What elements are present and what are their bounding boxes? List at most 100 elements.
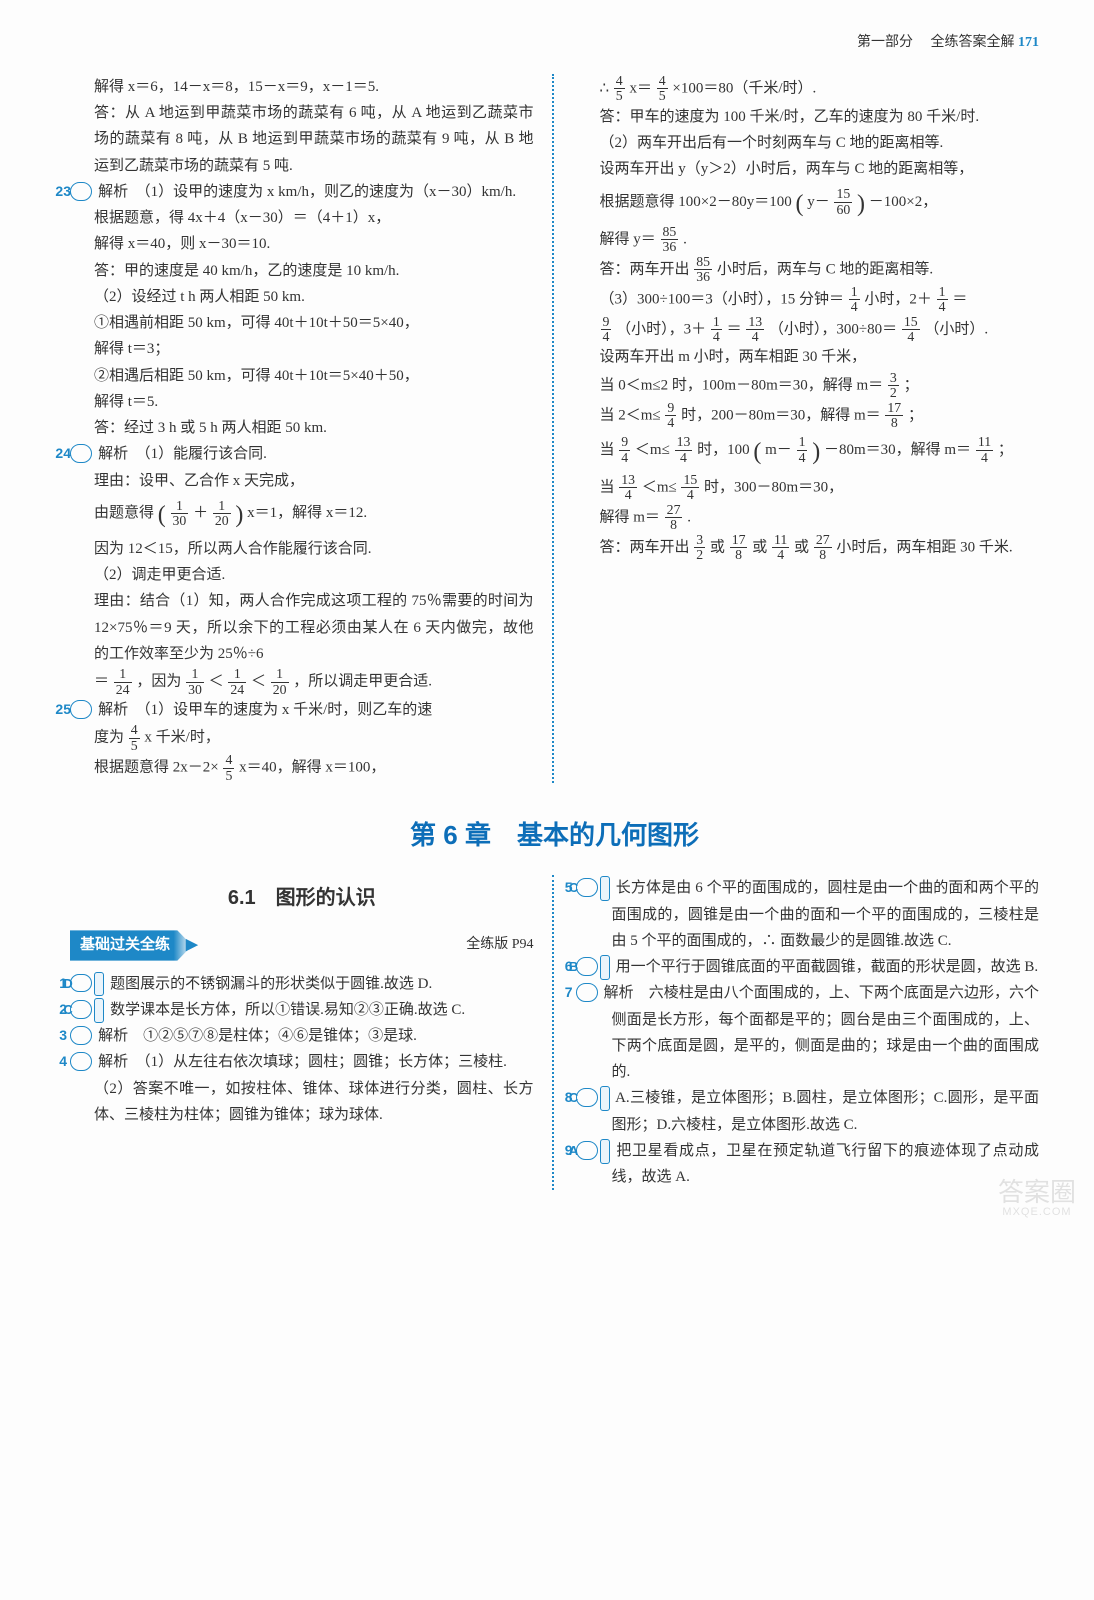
q25: 25 解析 （1）设甲车的速度为 x 千米/时，则乙车的速	[70, 697, 534, 723]
ans-2: C	[94, 998, 104, 1023]
text: 小时，2＋	[864, 291, 932, 307]
badge-3: 3	[70, 1026, 92, 1045]
frac: 120	[271, 667, 289, 697]
r12: 当 2＜m≤ 94 时，200－80m＝30，解得 m＝ 178 ；	[576, 401, 1040, 431]
q24: 24 解析 （1）能履行该合同.	[70, 441, 534, 467]
q25b: 根据题意得 2x－2× 45 x＝40，解得 x＝100，	[70, 753, 534, 783]
text: （2）调走甲更合适.	[70, 562, 534, 588]
text: 理由：结合（1）知，两人合作完成这项工程的 75％需要的时间为12×75％＝9 …	[70, 588, 534, 667]
text: 时，100	[697, 442, 750, 458]
frac: 278	[665, 503, 683, 533]
r16: 答：两车开出 32 或 178 或 114 或 278 小时后，两车相距 30 …	[576, 533, 1040, 563]
upper-left-col: 解得 x＝6，14－x＝8，15－x＝9，x－1＝5. 答：从 A 地运到甲蔬菜…	[70, 74, 554, 783]
upper-columns: 解得 x＝6，14－x＝8，15－x＝9，x－1＝5. 答：从 A 地运到甲蔬菜…	[70, 74, 1039, 783]
text: .	[683, 231, 687, 247]
lower-columns: 6.1 图形的认识 基础过关全练 ▶ 全练版 P94 1D 题图展示的不锈钢漏斗…	[70, 875, 1039, 1190]
ans-8: C	[600, 1086, 610, 1111]
text: .	[687, 509, 691, 525]
lower-left-col: 6.1 图形的认识 基础过关全练 ▶ 全练版 P94 1D 题图展示的不锈钢漏斗…	[70, 875, 554, 1190]
frac: 45	[614, 74, 625, 104]
text: 或	[752, 539, 767, 555]
text: 当 2＜m≤	[600, 407, 661, 423]
q24-eq: 由题意得 ( 130 ＋ 120 ) x＝1，解得 x＝12.	[70, 494, 534, 536]
text: 小时后，两车与 C 地的距离相等.	[717, 261, 933, 277]
frac: 114	[772, 533, 789, 563]
chapter-title: 第 6 章 基本的几何图形	[70, 811, 1039, 859]
text: 理由：设甲、乙合作 x 天完成，	[70, 468, 534, 494]
frac: 278	[814, 533, 832, 563]
frac: 114	[976, 435, 993, 465]
q2: 2C 数学课本是长方体，所以①错误.易知②③正确.故选 C.	[70, 997, 534, 1023]
text: （小时），300÷80＝	[769, 321, 897, 337]
ans-1: D	[94, 972, 104, 997]
text: 根据题意得 2x－2×	[94, 760, 219, 776]
text: 答：甲车的速度为 100 千米/时，乙车的速度为 80 千米/时.	[576, 104, 1040, 130]
text: ∴	[600, 80, 613, 96]
r6: 解得 y＝ 8536 .	[576, 225, 1040, 255]
text: －80m＝30，解得 m＝	[824, 442, 971, 458]
frac: 8536	[661, 225, 679, 255]
badge-8: 8	[576, 1088, 598, 1107]
frac: 134	[746, 315, 764, 345]
frac: 154	[902, 315, 920, 345]
frac: 14	[849, 285, 860, 315]
frac: 154	[681, 473, 699, 503]
q23: 23 解析 （1）设甲的速度为 x km/h，则乙的速度为（x－30）km/h.	[70, 179, 534, 205]
text: （3）300÷100＝3（小时），15 分钟＝	[600, 291, 844, 307]
frac: 134	[675, 435, 693, 465]
upper-right-col: ∴ 45 x＝ 45 ×100＝80（千米/时）. 答：甲车的速度为 100 千…	[576, 74, 1040, 783]
badge-6: 6	[576, 957, 598, 976]
practice-bar: 基础过关全练 ▶ 全练版 P94	[70, 930, 534, 960]
q4a: 4 解析 （1）从左往右依次填球；圆柱；圆锥；长方体；三棱柱.	[70, 1049, 534, 1075]
text: ＝	[94, 674, 109, 690]
badge-7: 7	[576, 983, 598, 1002]
text: ，因为	[136, 674, 185, 690]
text: ＜	[251, 674, 266, 690]
text: 因为 12＜15，所以两人合作能履行该合同.	[70, 536, 534, 562]
r15: 解得 m＝ 278 .	[576, 503, 1040, 533]
header-title: 全练答案全解	[931, 35, 1015, 50]
text: m－	[765, 442, 792, 458]
frac: 130	[171, 499, 189, 529]
frac: 134	[619, 473, 637, 503]
text: 解得 t＝5.	[70, 389, 534, 415]
text: 解析 六棱柱是由八个面围成的，上、下两个底面是六边形，六个侧面是长方形，每个面都…	[604, 985, 1039, 1080]
frac: 124	[114, 667, 132, 697]
r9: 94 （小时），3＋ 14 ＝ 134 （小时），300÷80＝ 154 （小时…	[576, 315, 1040, 345]
text: 或	[710, 539, 725, 555]
text: 解得 y＝	[600, 231, 656, 247]
q1: 1D 题图展示的不锈钢漏斗的形状类似于圆锥.故选 D.	[70, 971, 534, 997]
frac: 178	[730, 533, 748, 563]
r11: 当 0＜m≤2 时，100m－80m＝30，解得 m＝ 32 ；	[576, 371, 1040, 401]
text: 解析 （1）设甲车的速度为 x 千米/时，则乙车的速	[98, 702, 432, 718]
text: 答：甲的速度是 40 km/h，乙的速度是 10 km/h.	[70, 258, 534, 284]
badge-1: 1	[70, 974, 92, 993]
text: （2）两车开出后有一个时刻两车与 C 地的距离相等.	[576, 130, 1040, 156]
badge-2: 2	[70, 1000, 92, 1019]
text: 由题意得	[94, 505, 158, 521]
text: ＜	[209, 674, 224, 690]
badge-24: 24	[70, 444, 92, 463]
r1: ∴ 45 x＝ 45 ×100＝80（千米/时）.	[576, 74, 1040, 104]
text: 答：两车开出	[600, 261, 694, 277]
text: y－	[807, 194, 830, 210]
text: A.三棱锥，是立体图形；B.圆柱，是立体图形；C.圆形，是平面图形；D.六棱柱，…	[612, 1090, 1039, 1132]
badge-23: 23	[70, 182, 92, 201]
text: 时，200－80m＝30，解得 m＝	[681, 407, 881, 423]
text: x 千米/时，	[144, 730, 219, 746]
text: 答：从 A 地运到甲蔬菜市场的蔬菜有 6 吨，从 A 地运到乙蔬菜市场的蔬菜有 …	[70, 100, 534, 179]
text: 设两车开出 m 小时，两车相距 30 千米，	[576, 344, 1040, 370]
text: 根据题意得 100×2－80y＝100	[600, 194, 792, 210]
text: 题图展示的不锈钢漏斗的形状类似于圆锥.故选 D.	[110, 976, 432, 992]
text: x＝40，解得 x＝100，	[239, 760, 385, 776]
r7: 答：两车开出 8536 小时后，两车与 C 地的距离相等.	[576, 255, 1040, 285]
frac: 8536	[694, 255, 712, 285]
text: ＝	[952, 291, 967, 307]
text: ②相遇后相距 50 km，可得 40t＋10t＝5×40＋50，	[70, 363, 534, 389]
frac: 1560	[834, 187, 852, 217]
text: ，所以调走甲更合适.	[293, 674, 432, 690]
frac: 45	[223, 753, 234, 783]
text: ＋	[193, 505, 208, 521]
text: （2）答案不唯一，如按柱体、锥体、球体进行分类，圆柱、长方体、三棱柱为柱体；圆锥…	[70, 1076, 534, 1129]
text: ；	[998, 442, 1013, 458]
